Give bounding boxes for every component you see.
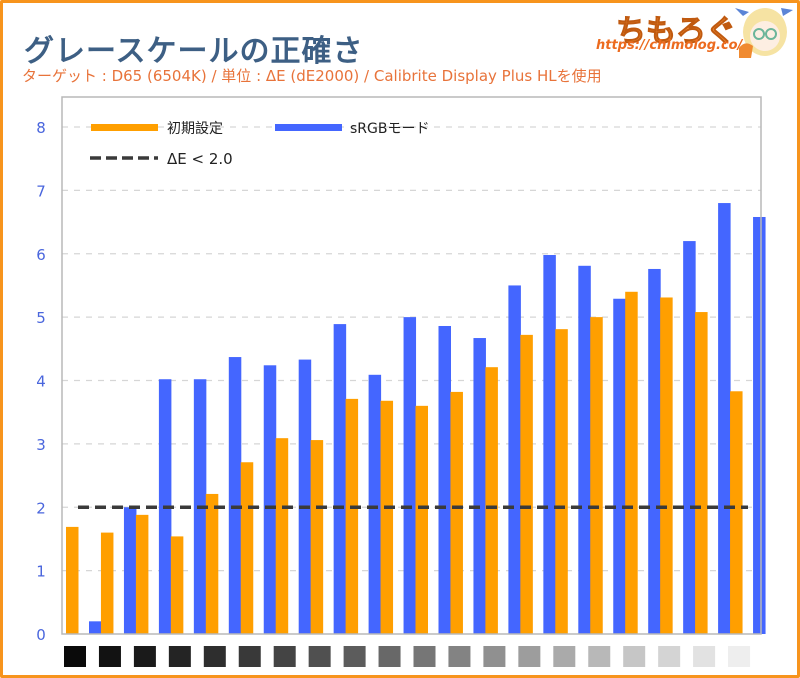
bar-srgb [508,285,521,634]
gray-swatch [483,646,506,667]
gray-swatch [728,646,751,667]
gray-swatch [98,646,121,667]
legend-swatch-srgb [275,124,342,131]
y-tick-label: 2 [36,499,46,517]
gray-swatches [64,646,751,667]
gray-swatch [658,646,681,667]
legend-label-threshold: ΔE < 2.0 [167,150,233,168]
bar-initial [240,462,254,634]
legend-label-srgb: sRGBモード [350,121,429,137]
bar-initial [450,391,463,634]
y-tick-label: 5 [36,309,46,327]
chart-subtitle: ターゲット : D65 (6504K) / 単位 : ΔE (dE2000) /… [22,67,602,85]
bar-srgb [123,507,137,634]
gray-swatch [203,646,226,667]
y-tick-label: 0 [36,626,46,644]
bar-initial [415,405,428,634]
gray-swatch [64,646,86,667]
bar-initial [170,536,184,634]
bars [66,203,766,635]
plot-area-border [61,96,762,635]
legend-label-initial: 初期設定 [167,120,223,137]
y-tick-label: 7 [36,182,46,200]
bar-initial [345,398,359,634]
gray-swatch [308,646,331,667]
bar-srgb [298,359,312,634]
gray-swatch [518,646,541,667]
bar-srgb [263,365,277,634]
bar-initial [135,514,149,634]
gray-swatch [588,646,611,667]
bar-initial [380,400,394,634]
bar-srgb [89,621,102,634]
bar-srgb [718,203,731,635]
bar-srgb [228,357,242,634]
bar-srgb [438,325,451,634]
bar-srgb [368,374,382,634]
y-tick-label: 1 [36,563,46,581]
bar-srgb [613,298,626,634]
gray-swatch [448,646,471,667]
bar-initial [275,438,289,634]
gray-swatch [343,646,366,667]
bar-srgb [648,268,661,634]
bar-initial [485,367,498,634]
bar-initial [66,526,79,634]
anime-girl-mascot-icon [735,8,793,58]
gray-swatch [378,646,401,667]
y-tick-label: 3 [36,436,46,454]
bar-initial [100,532,114,634]
gray-swatch [413,646,436,667]
bar-initial [590,317,603,634]
bar-srgb [543,255,556,634]
bar-srgb [683,241,696,634]
bar-srgb [578,265,591,634]
gray-swatch [623,646,646,667]
bar-srgb [333,324,347,634]
bar-initial [555,329,568,634]
site-logo: ちもろぐ https://chimolog.co/ [596,6,792,56]
y-tick-label: 4 [36,373,46,391]
bar-initial [625,291,638,634]
bar-initial [520,334,533,634]
bar-initial [695,312,708,634]
bar-srgb [403,317,417,634]
axes: 0 1 2 3 4 5 6 7 8 [36,96,762,644]
gray-swatch [553,646,576,667]
gray-swatch [273,646,296,667]
gray-swatch [693,646,716,667]
y-tick-label: 8 [36,119,46,137]
chart-title: グレースケールの正確さ [24,34,364,69]
logo-text: ちもろぐ [616,14,737,50]
bar-srgb [473,338,486,634]
gray-swatch [238,646,261,667]
gray-swatch [168,646,191,667]
gray-swatch [133,646,156,667]
bar-initial [205,493,219,634]
bar-initial [310,440,324,634]
bar-initial [730,391,743,634]
bar-initial [660,297,673,634]
legend-swatch-initial [91,124,158,131]
bar-srgb [753,216,766,634]
logo-url: https://chimolog.co/ [596,38,743,53]
legend: 初期設定 sRGBモード ΔE < 2.0 [90,120,429,168]
y-tick-label: 6 [36,246,46,264]
